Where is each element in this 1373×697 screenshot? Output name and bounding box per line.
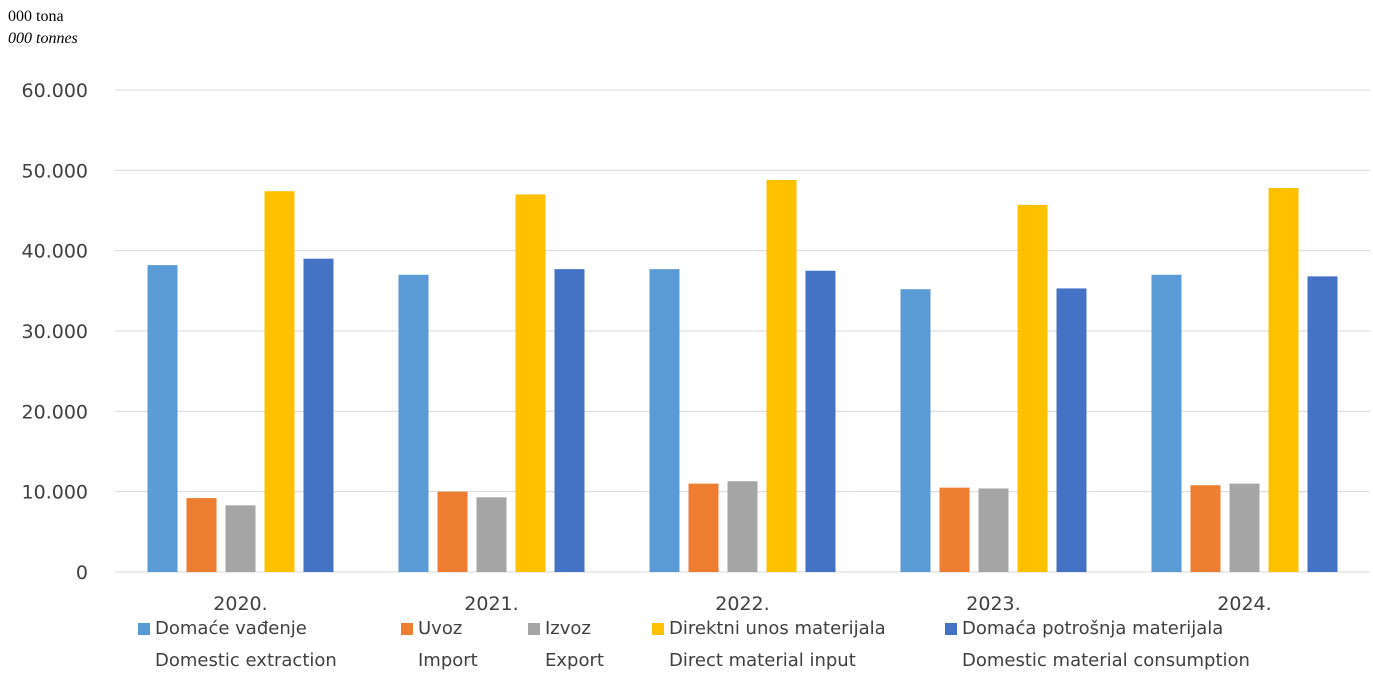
legend-swatch-domestic-extraction [138,623,150,635]
unit-label: 000 tona [8,8,64,25]
y-tick-label: 10.000 [22,482,88,504]
bar-domestic-material-consumption-2023 [1056,288,1087,572]
legend-label-en: Direct material input [669,650,856,671]
bar-import-2023 [939,487,970,572]
bar-export-2024 [1229,483,1260,572]
x-tick-label: 2021. [464,593,518,615]
bars [147,179,1338,573]
bar-domestic-material-consumption-2021 [554,269,585,572]
bar-export-2022 [727,481,758,572]
bar-direct-material-input-2023 [1017,204,1048,573]
unit-label-en: 000 tonnes [8,30,78,47]
legend-swatch-direct-material-input [652,623,664,635]
legend: Domaće vađenje Domestic extraction Uvoz … [0,618,1373,688]
bar-domestic-extraction-2022 [649,269,680,572]
y-tick-label: 0 [76,562,88,584]
bar-export-2021 [476,497,507,572]
x-axis-tick-labels: 2020. 2021. 2022. 2023. 2024. [213,593,1271,615]
x-tick-label: 2020. [213,593,267,615]
legend-label: Domaća potrošnja materijala [962,618,1224,639]
legend-label: Direktni unos materijala [669,618,886,639]
bar-direct-material-input-2024 [1268,188,1299,573]
bar-domestic-extraction-2021 [398,274,429,572]
y-tick-label: 60.000 [22,80,88,102]
bar-domestic-extraction-2024 [1151,274,1182,572]
legend-label: Domaće vađenje [155,618,307,639]
bar-domestic-material-consumption-2024 [1307,276,1338,572]
x-tick-label: 2023. [966,593,1020,615]
x-tick-label: 2022. [715,593,769,615]
x-tick-label: 2024. [1217,593,1271,615]
bar-import-2020 [186,498,217,572]
bar-direct-material-input-2020 [264,191,295,572]
bar-import-2022 [688,483,719,572]
y-tick-label: 40.000 [22,241,88,263]
bar-import-2024 [1190,485,1221,572]
legend-swatch-domestic-material-consumption [945,623,957,635]
legend-swatch-export [528,623,540,635]
legend-swatch-import [401,623,413,635]
bar-direct-material-input-2022 [766,179,797,572]
legend-label-en: Domestic material consumption [962,650,1250,671]
y-tick-label: 50.000 [22,160,88,182]
y-axis-tick-labels: 0 10.000 20.000 30.000 40.000 50.000 60.000 [22,80,88,584]
legend-label: Uvoz [418,618,463,639]
bar-import-2021 [437,491,468,572]
legend-label-en: Import [418,650,478,671]
bar-domestic-material-consumption-2020 [303,258,334,572]
bar-domestic-extraction-2023 [900,289,931,572]
legend-label: Izvoz [545,618,591,639]
legend-label-en: Domestic extraction [155,650,337,671]
y-tick-label: 20.000 [22,401,88,423]
bar-export-2023 [978,488,1009,572]
bar-domestic-extraction-2020 [147,265,178,572]
y-tick-label: 30.000 [22,321,88,343]
legend-label-en: Export [545,650,604,671]
bar-domestic-material-consumption-2022 [805,270,836,572]
bar-export-2020 [225,505,256,572]
bar-direct-material-input-2021 [515,194,546,572]
